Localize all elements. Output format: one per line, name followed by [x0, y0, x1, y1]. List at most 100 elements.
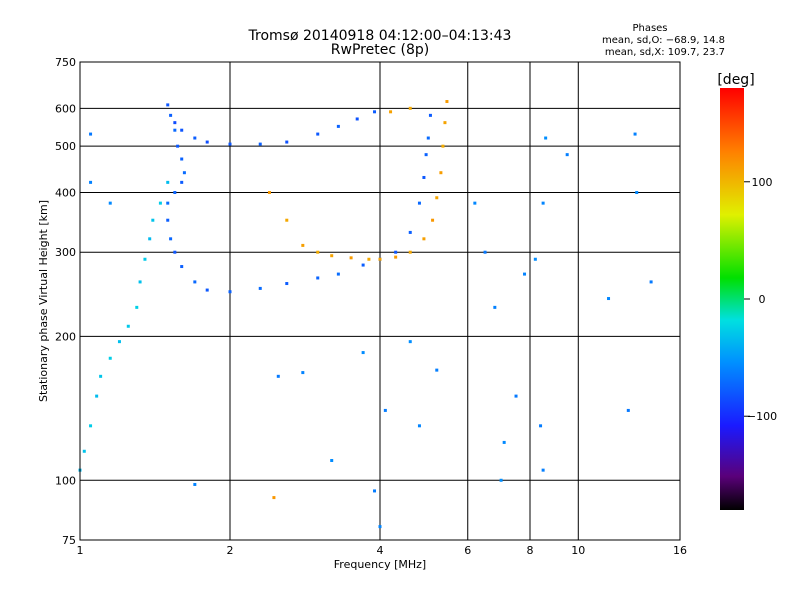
colorbar-tick-label: 100: [752, 176, 773, 189]
data-point: [148, 237, 152, 241]
data-point: [272, 496, 276, 500]
data-point: [417, 424, 421, 428]
data-point: [126, 324, 130, 328]
x-tick-label: 6: [464, 544, 471, 557]
data-point: [607, 297, 611, 301]
data-point: [138, 280, 142, 284]
data-point: [473, 201, 477, 205]
y-tick-label: 75: [62, 534, 76, 547]
data-point: [301, 371, 305, 375]
colorbar: [deg] 100 0 −100: [717, 72, 777, 510]
data-point: [267, 190, 271, 194]
y-tick-label: 600: [55, 102, 76, 115]
data-point: [166, 201, 170, 205]
data-point: [166, 103, 170, 107]
x-tick-label: 10: [571, 544, 585, 557]
series-3: [267, 100, 449, 500]
colorbar-tick-label: 0: [759, 293, 766, 306]
series-4: [89, 132, 653, 529]
x-tick-label: 16: [673, 544, 687, 557]
data-point: [99, 374, 103, 378]
data-point: [635, 190, 639, 194]
data-point: [158, 201, 162, 205]
data-point: [565, 153, 569, 157]
data-point: [533, 257, 537, 261]
colorbar-tick-label: −100: [747, 410, 777, 423]
data-point: [499, 478, 503, 482]
data-point: [316, 276, 320, 280]
y-tick-label: 100: [55, 474, 76, 487]
data-point: [193, 136, 197, 140]
data-point: [82, 449, 86, 453]
data-point: [539, 424, 543, 428]
data-point: [258, 286, 262, 290]
y-axis-label: Stationary phase Virtual Height [km]: [37, 200, 50, 402]
colorbar-ticks: 100 0 −100: [744, 176, 777, 423]
data-point: [649, 280, 653, 284]
data-point: [169, 113, 173, 117]
data-point: [378, 257, 382, 261]
data-point: [173, 128, 177, 132]
x-tick-label: 2: [227, 544, 234, 557]
data-point: [514, 394, 518, 398]
colorbar-gradient: [720, 88, 744, 510]
data-point: [258, 142, 262, 146]
data-point: [443, 121, 447, 125]
data-point: [349, 256, 353, 260]
data-point: [180, 157, 184, 161]
x-tick-label: 4: [377, 544, 384, 557]
y-tick-label: 300: [55, 246, 76, 259]
data-point: [417, 201, 421, 205]
data-point: [435, 196, 439, 200]
data-point: [173, 250, 177, 254]
series-2: [173, 110, 377, 146]
data-point: [544, 136, 548, 140]
data-point: [285, 282, 289, 286]
data-point: [228, 290, 232, 294]
data-point: [408, 106, 412, 110]
data-point: [228, 142, 232, 146]
scatter-marks: [78, 100, 653, 529]
data-point: [493, 305, 497, 309]
chart-subtitle: RwPretec (8p): [331, 42, 429, 58]
data-point: [336, 272, 340, 276]
data-point: [205, 140, 209, 144]
data-point: [394, 255, 398, 259]
data-point: [135, 305, 139, 309]
chart-title: Tromsø 20140918 04:12:00–04:13:43: [248, 28, 512, 44]
data-point: [173, 121, 177, 125]
data-point: [330, 458, 334, 462]
data-point: [330, 254, 334, 258]
series-1: [78, 180, 170, 472]
data-point: [633, 132, 637, 136]
data-point: [166, 180, 170, 184]
y-tick-label: 500: [55, 140, 76, 153]
data-point: [439, 171, 443, 175]
data-point: [285, 218, 289, 222]
data-point: [428, 113, 432, 117]
data-point: [541, 201, 545, 205]
data-point: [193, 280, 197, 284]
data-point: [408, 250, 412, 254]
x-axis-label: Frequency [MHz]: [334, 558, 426, 571]
data-point: [389, 110, 393, 114]
data-point: [361, 351, 365, 355]
data-point: [541, 468, 545, 472]
grid-lines: [80, 62, 680, 540]
data-point: [205, 288, 209, 292]
data-point: [523, 272, 527, 276]
data-point: [108, 356, 112, 360]
data-point: [431, 218, 435, 222]
data-point: [316, 250, 320, 254]
data-point: [193, 482, 197, 486]
data-point: [435, 368, 439, 372]
data-point: [441, 144, 445, 148]
data-point: [373, 489, 377, 493]
y-axis: 75 100 200 300 400 500 600 750: [55, 56, 76, 547]
y-tick-label: 750: [55, 56, 76, 69]
data-point: [336, 124, 340, 128]
data-point: [373, 110, 377, 114]
data-point: [117, 340, 121, 344]
data-point: [408, 340, 412, 344]
